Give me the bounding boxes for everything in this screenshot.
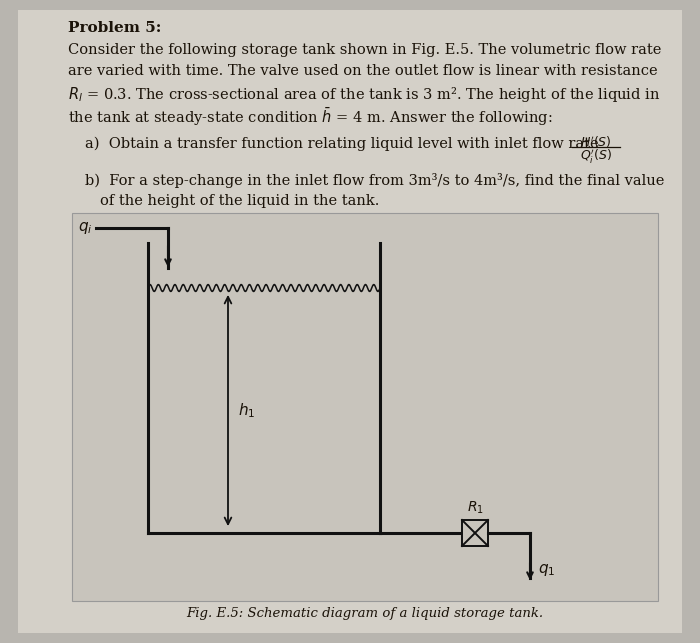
Text: of the height of the liquid in the tank.: of the height of the liquid in the tank. bbox=[100, 194, 379, 208]
Bar bbox=[72, 213, 658, 601]
Bar bbox=[462, 520, 488, 546]
Text: $q_1$: $q_1$ bbox=[538, 562, 555, 578]
Text: b)  For a step-change in the inlet flow from 3m³/s to 4m³/s, find the final valu: b) For a step-change in the inlet flow f… bbox=[85, 173, 664, 188]
Text: $Q_i'(S)$: $Q_i'(S)$ bbox=[580, 148, 612, 166]
Text: $R_l$ = 0.3. The cross-sectional area of the tank is 3 m². The height of the liq: $R_l$ = 0.3. The cross-sectional area of… bbox=[68, 85, 660, 104]
Text: Problem 5:: Problem 5: bbox=[68, 21, 162, 35]
Text: the tank at steady-state condition $\bar{h}$ = 4 m. Answer the following:: the tank at steady-state condition $\bar… bbox=[68, 106, 552, 128]
Text: Consider the following storage tank shown in Fig. E.5. The volumetric flow rate: Consider the following storage tank show… bbox=[68, 43, 662, 57]
Text: $R_1$: $R_1$ bbox=[467, 500, 484, 516]
Text: $H'(S)$: $H'(S)$ bbox=[580, 135, 612, 150]
Text: $q_i$: $q_i$ bbox=[78, 220, 92, 236]
Text: Fig. E.5: Schematic diagram of a liquid storage tank.: Fig. E.5: Schematic diagram of a liquid … bbox=[186, 606, 544, 619]
Text: a)  Obtain a transfer function relating liquid level with inlet flow rate: a) Obtain a transfer function relating l… bbox=[85, 137, 598, 151]
Text: are varied with time. The valve used on the outlet flow is linear with resistanc: are varied with time. The valve used on … bbox=[68, 64, 657, 78]
Text: $h_1$: $h_1$ bbox=[238, 401, 256, 420]
